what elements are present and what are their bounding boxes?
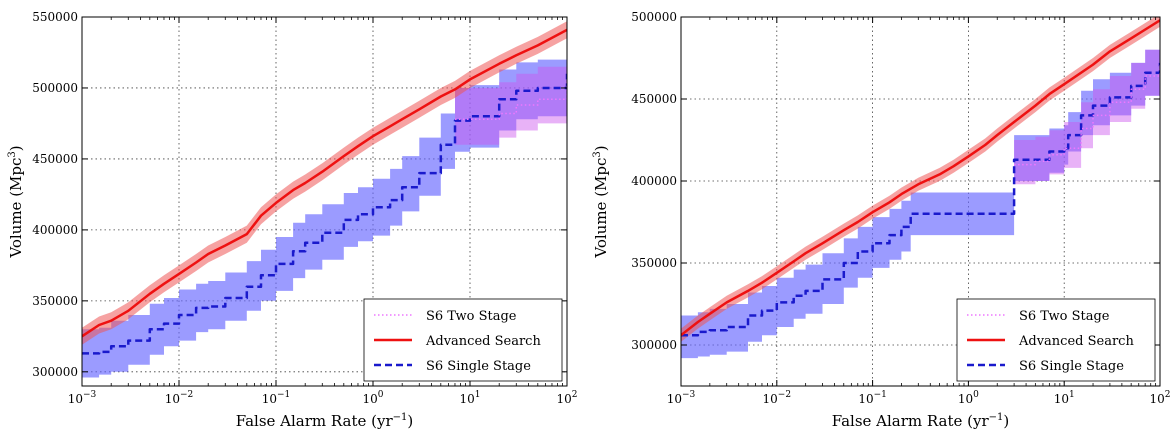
line-s6-two-stage (455, 80, 567, 120)
x-axis-title: False Alarm Rate (yr−1) (832, 412, 1010, 430)
x-tick-label: 10−2 (165, 390, 194, 406)
legend: S6 Two Stage Advanced Search S6 Single Sta… (363, 298, 563, 382)
y-tick-label: 450000 (32, 152, 78, 166)
y-axis-title: Volume (Mpc3) (592, 145, 610, 258)
y-tick-label: 350000 (32, 294, 78, 308)
band-advanced-search (681, 17, 1160, 342)
y-tick-label: 450000 (631, 92, 677, 106)
y-axis-title: Volume (Mpc3) (7, 145, 25, 258)
right-chart: 10−3 10−2 10−1 100 101 102 300000 350000 400000 4… (592, 10, 1170, 430)
y-tick-label: 300000 (631, 338, 677, 352)
y-tick-label: 350000 (631, 256, 677, 270)
x-tick-label: 102 (556, 390, 577, 406)
plot-area (82, 21, 567, 378)
legend-label: Advanced Search (1018, 334, 1134, 349)
y-tick-label: 500000 (32, 81, 78, 95)
band-s6-two-stage (1014, 38, 1160, 185)
y-tick-label: 500000 (631, 10, 677, 24)
plot-area (681, 17, 1160, 359)
band-s6-single-stage (681, 36, 1160, 359)
x-tick-label: 102 (1149, 390, 1170, 406)
y-tick-label: 400000 (631, 174, 677, 188)
line-s6-single-stage (82, 73, 567, 355)
plot-frame (680, 16, 1161, 387)
line-advanced-search (681, 19, 1160, 337)
band-advanced-search (82, 21, 567, 345)
legend-label: S6 Single Stage (426, 359, 531, 374)
band-s6-single-stage (82, 42, 567, 378)
y-tick-label: 300000 (32, 365, 78, 379)
y-tick-label: 400000 (32, 223, 78, 237)
x-tick-label: 101 (1054, 390, 1075, 406)
plot-frame (81, 16, 568, 387)
left-chart: 10−3 10−2 10−1 100 101 102 300000 350000 400000 4… (7, 10, 578, 430)
x-tick-label: 100 (958, 390, 979, 406)
legend: S6 Two Stage Advanced Search S6 Single Sta… (956, 298, 1156, 382)
legend-label: S6 Two Stage (426, 309, 517, 324)
x-tick-label: 10−2 (763, 390, 792, 406)
legend-label: Advanced Search (425, 334, 541, 349)
legend-label: S6 Single Stage (1019, 359, 1124, 374)
x-tick-label: 101 (459, 390, 480, 406)
y-tick-label: 550000 (32, 10, 78, 24)
line-s6-single-stage (681, 62, 1160, 337)
line-advanced-search (82, 28, 567, 338)
x-tick-label: 10−3 (68, 390, 97, 406)
x-tick-label: 10−3 (667, 390, 696, 406)
x-axis-title: False Alarm Rate (yr−1) (236, 412, 414, 430)
x-tick-label: 100 (362, 390, 383, 406)
x-tick-label: 10−1 (858, 390, 887, 406)
legend-label: S6 Two Stage (1019, 309, 1110, 324)
x-tick-label: 10−1 (262, 390, 291, 406)
